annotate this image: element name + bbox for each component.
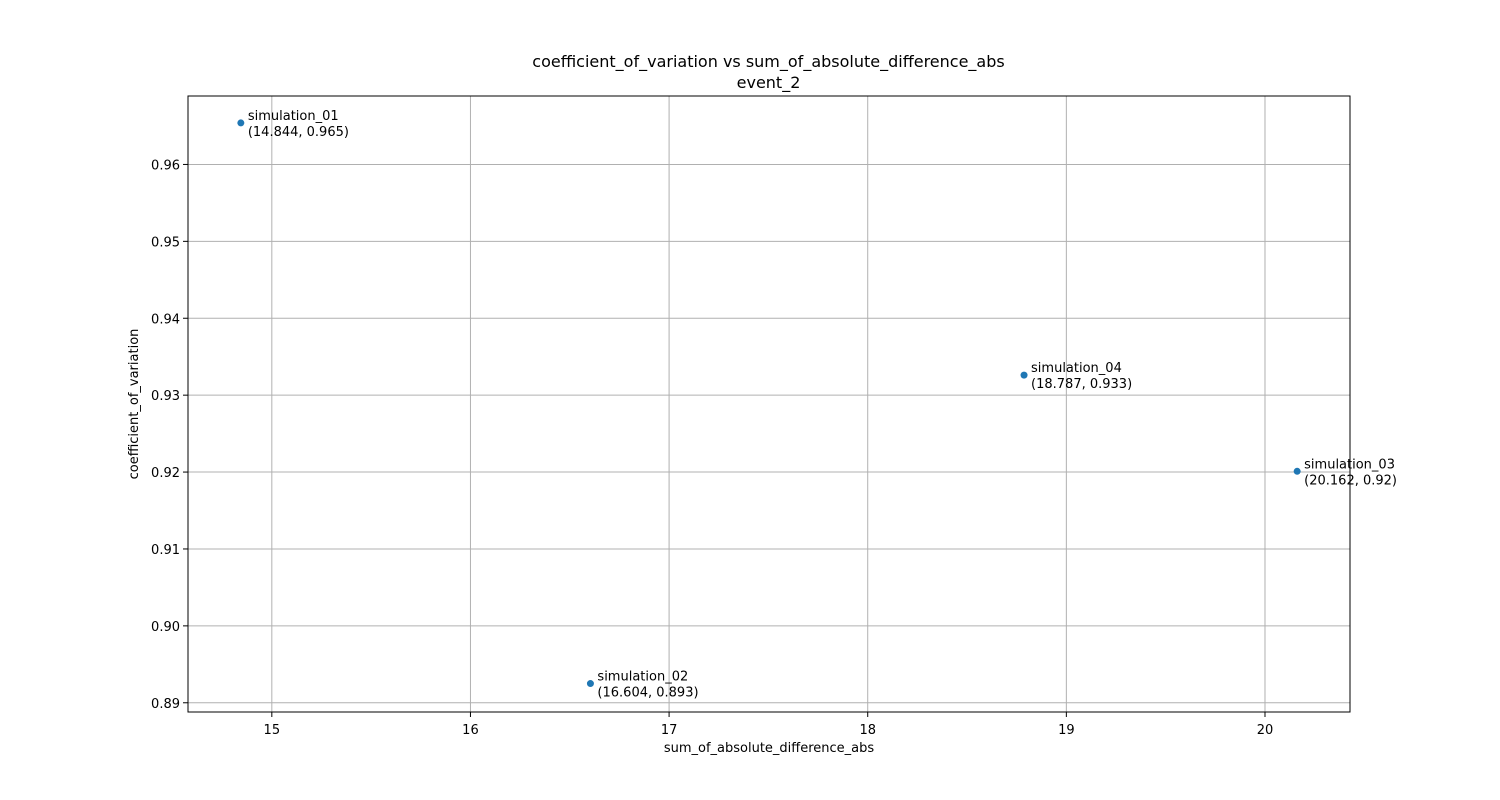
data-point-coord-label: (20.162, 0.92): [1304, 473, 1397, 488]
grid-layer: [188, 96, 1350, 712]
data-point-name-label: simulation_01: [248, 109, 339, 124]
x-axis-ticks: 15 16 17 18 19 20: [264, 712, 1274, 738]
y-tick-label: 0.96: [151, 158, 180, 173]
x-tick-label: 18: [859, 723, 876, 738]
y-tick-label: 0.94: [151, 312, 180, 327]
data-point-marker: [1020, 371, 1028, 379]
chart-title: coefficient_of_variation vs sum_of_absol…: [532, 52, 1004, 72]
y-tick-label: 0.92: [151, 466, 180, 481]
y-tick-label: 0.91: [151, 543, 180, 558]
data-point-coord-label: (14.844, 0.965): [248, 125, 349, 140]
data-point-name-label: simulation_03: [1304, 457, 1395, 472]
y-tick-label: 0.90: [151, 620, 180, 635]
y-tick-label: 0.93: [151, 389, 180, 404]
y-axis-label: coefficient_of_variation: [127, 329, 142, 480]
chart-subtitle: event_2: [737, 73, 801, 93]
y-tick-label: 0.89: [151, 697, 180, 712]
data-point-name-label: simulation_02: [597, 670, 688, 685]
data-point-marker: [1293, 467, 1301, 475]
x-tick-label: 20: [1257, 723, 1274, 738]
data-point-marker: [237, 119, 245, 127]
x-tick-label: 17: [661, 723, 678, 738]
x-tick-label: 19: [1058, 723, 1075, 738]
data-point-marker: [586, 680, 594, 688]
y-tick-label: 0.95: [151, 235, 180, 250]
x-axis-label: sum_of_absolute_difference_abs: [664, 741, 875, 756]
data-point-coord-label: (18.787, 0.933): [1031, 377, 1132, 392]
data-points: simulation_01(14.844, 0.965) simulation_0…: [237, 109, 1397, 701]
data-point-coord-label: (16.604, 0.893): [597, 686, 698, 701]
x-tick-label: 15: [264, 723, 281, 738]
plot-area-frame: [187, 95, 1351, 713]
x-tick-label: 16: [462, 723, 479, 738]
y-axis-ticks: 0.89 0.90 0.91 0.92 0.93 0.94 0.95 0.96: [151, 158, 188, 712]
data-point-name-label: simulation_04: [1031, 361, 1122, 376]
